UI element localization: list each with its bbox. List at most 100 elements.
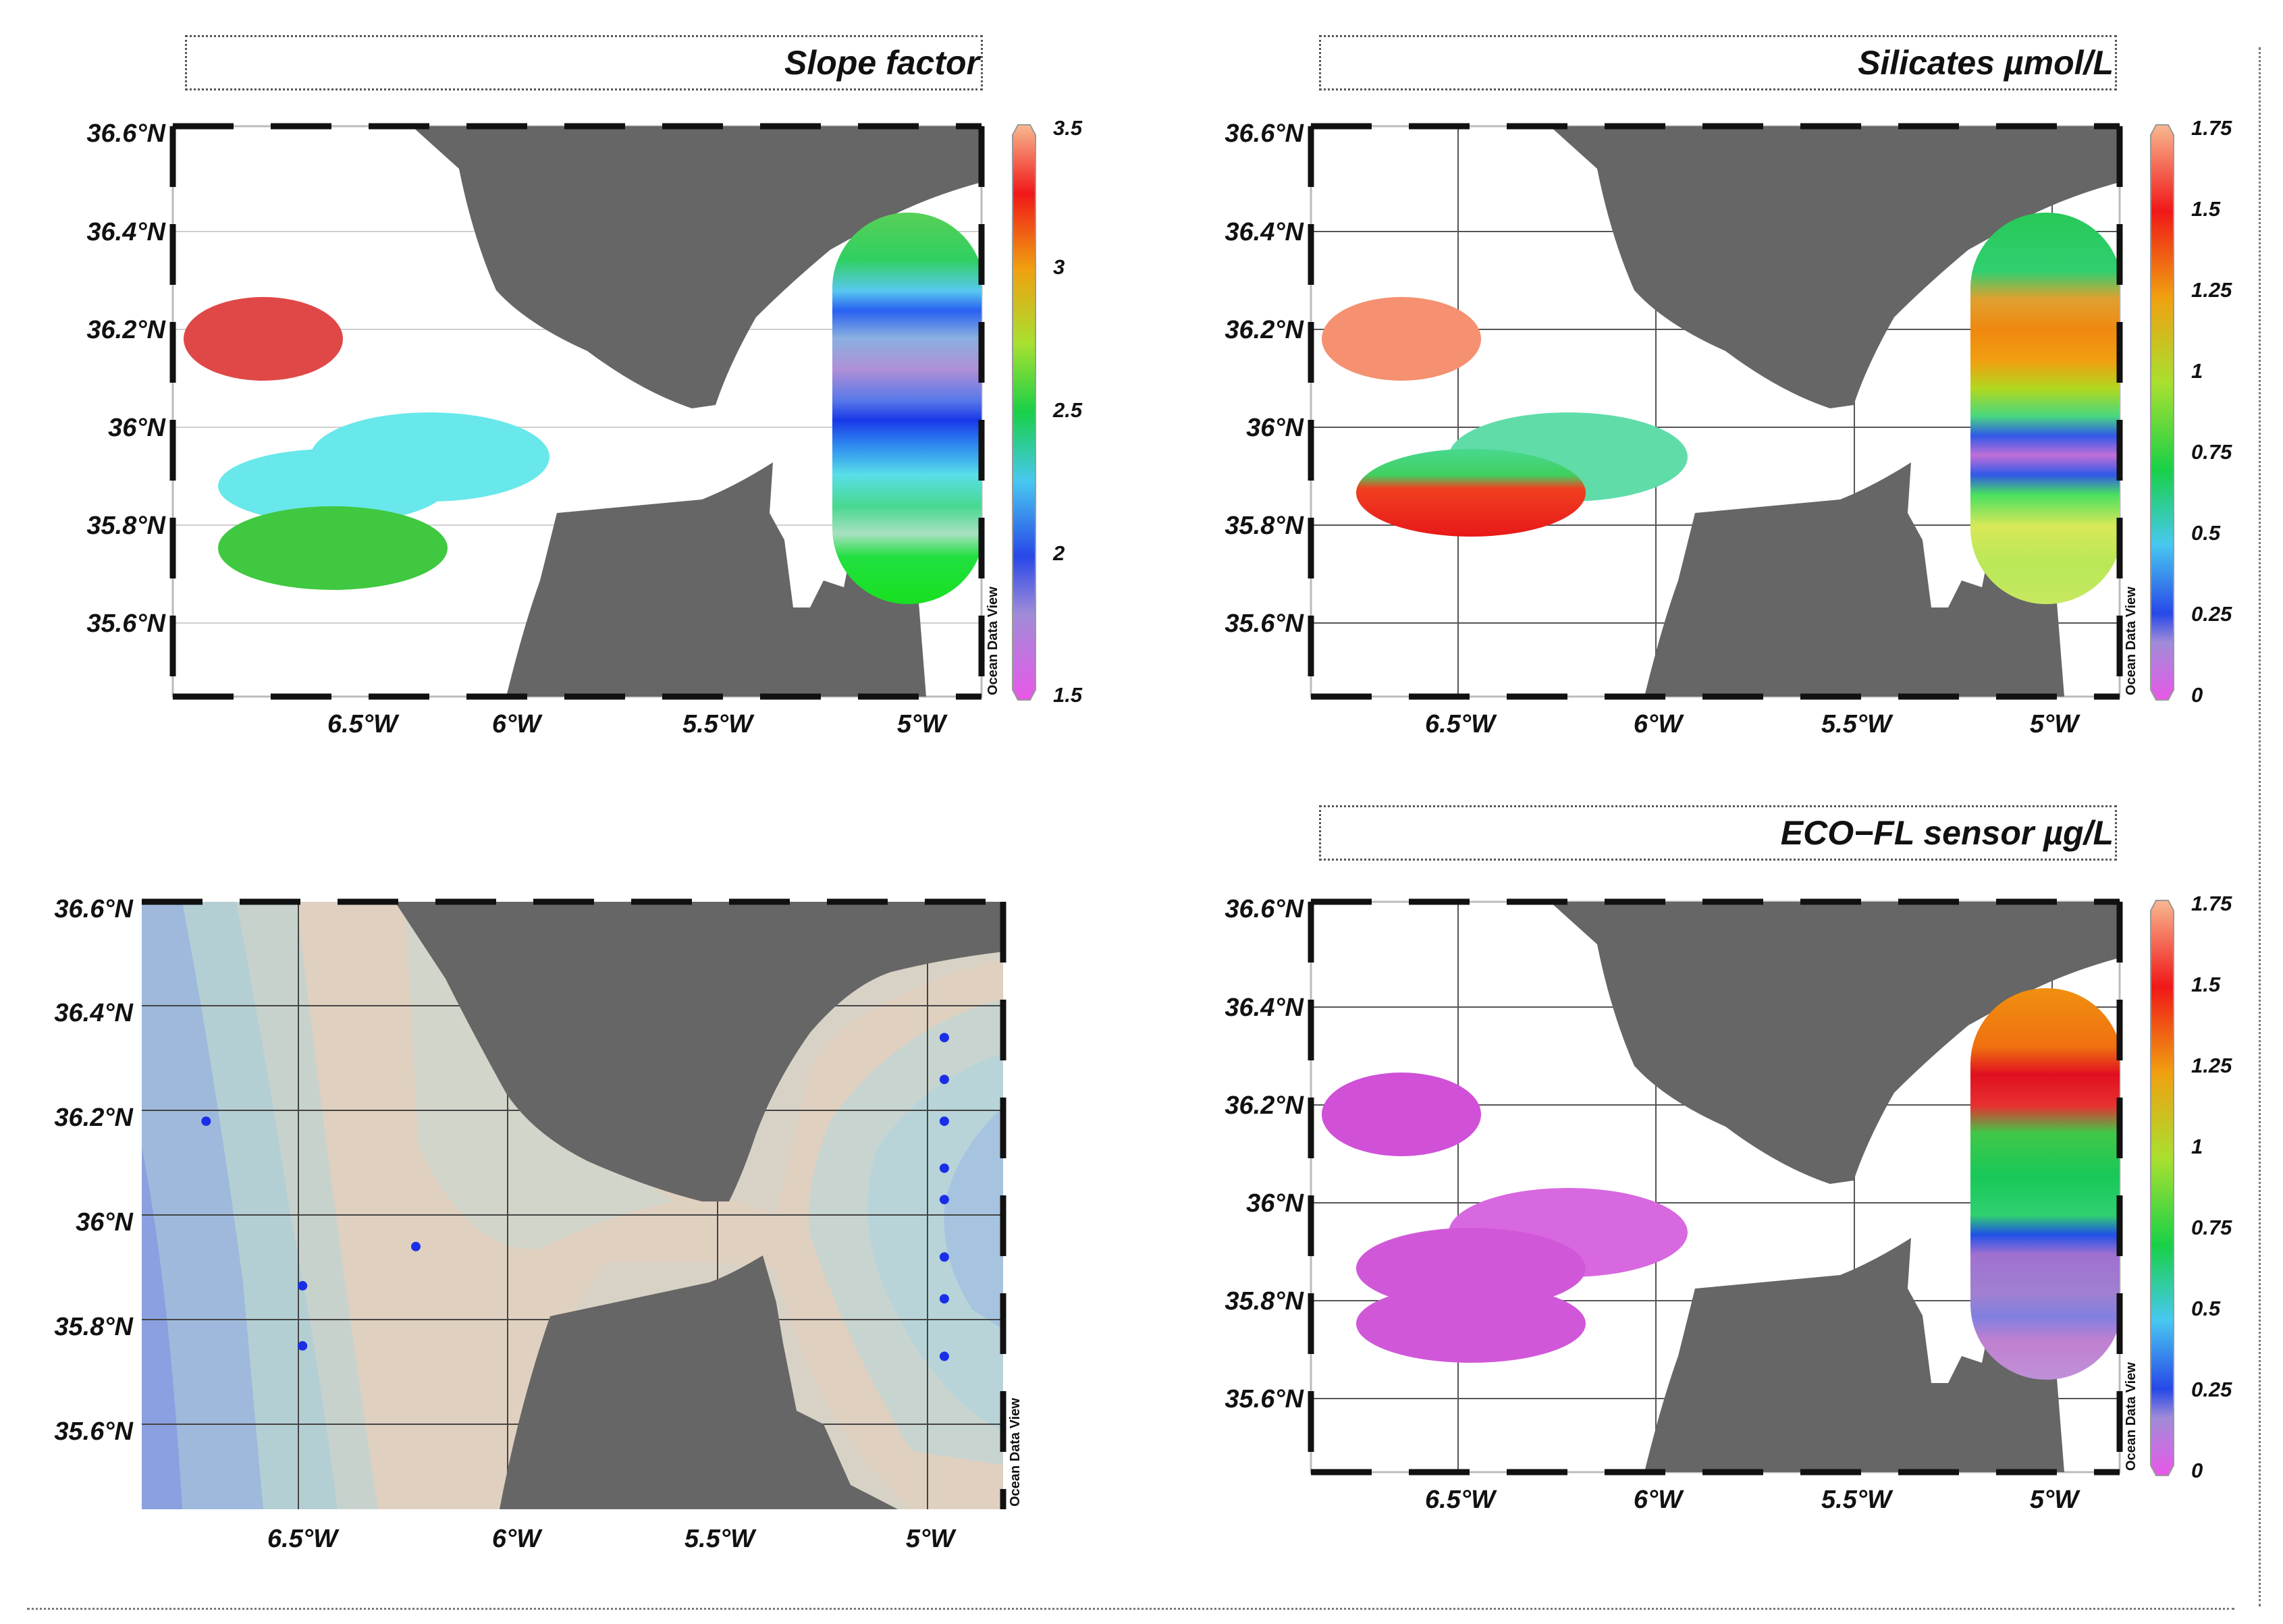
station-marker — [939, 1195, 949, 1205]
silicates-lat-label: 36.2°N — [1225, 316, 1304, 344]
eco-transect — [1970, 988, 2120, 1380]
eco-cb-tick: 1.5 — [2191, 973, 2221, 996]
silicates-cb-tick: 1.25 — [2191, 278, 2232, 302]
silicates-cb-tick: 1 — [2191, 359, 2203, 383]
land-morocco — [1644, 462, 2064, 697]
silicates-lat-label: 35.8°N — [1225, 512, 1304, 540]
land-iberia — [1550, 126, 2120, 408]
bathymetry-lon-label: 6.5°W — [267, 1525, 340, 1553]
silicates-lat-label: 36.4°N — [1225, 218, 1304, 246]
slope-lat-label: 36.4°N — [86, 218, 166, 246]
slope-lon-label: 6°W — [492, 710, 543, 738]
eco-lat-label: 35.8°N — [1225, 1287, 1304, 1316]
silicates-lat-label: 36.6°N — [1225, 119, 1304, 148]
slope-cb-tick: 3 — [1053, 255, 1065, 279]
slope-blob-c — [218, 449, 448, 523]
eco-axis-frame — [1308, 898, 2123, 1476]
slope-panel: 36.6°N 36.4°N 36.2°N 36°N 35.8°N 35.6°N … — [86, 116, 1082, 738]
slope-blob-d — [218, 506, 448, 590]
station-marker — [411, 1241, 421, 1251]
bathymetry-lon-label: 6°W — [492, 1525, 543, 1553]
eco-title: ECO−FL sensor µg/L — [1319, 805, 2117, 861]
slope-lat-label: 35.8°N — [86, 512, 166, 540]
station-marker — [298, 1280, 308, 1291]
eco-blob-a — [1322, 1073, 1481, 1156]
silicates-title-text: Silicates µmol/L — [1858, 44, 2114, 82]
silicates-title: Silicates µmol/L — [1319, 35, 2117, 90]
land-iberia — [1550, 902, 2120, 1184]
bathymetry-lon-label: 5.5°W — [684, 1525, 757, 1553]
land-iberia — [395, 902, 1003, 1201]
silicates-transect — [1970, 213, 2120, 604]
eco-cb-tick: 0.75 — [2191, 1216, 2232, 1239]
depth-band — [142, 1147, 182, 1509]
right-divider — [2259, 47, 2261, 1606]
slope-blob-a — [184, 297, 343, 381]
slope-axis-frame — [169, 123, 985, 700]
silicates-lon-label: 5.5°W — [1821, 710, 1893, 738]
land-morocco — [500, 1255, 898, 1509]
slope-title: Slope factor — [185, 35, 983, 90]
land-iberia — [412, 126, 982, 408]
silicates-panel: 36.6°N 36.4°N 36.2°N 36°N 35.8°N 35.6°N … — [1225, 116, 2232, 738]
slope-title-text: Slope factor — [784, 44, 979, 82]
bathymetry-lat-label: 36.2°N — [54, 1104, 134, 1132]
slope-lat-label: 36.2°N — [86, 316, 166, 344]
depth-band — [142, 902, 263, 1509]
eco-lon-label: 6.5°W — [1425, 1486, 1497, 1514]
eco-blob-d — [1356, 1284, 1586, 1363]
eco-cb-tick: 1 — [2191, 1135, 2203, 1158]
silicates-blob-c — [1356, 449, 1586, 537]
eco-lat-label: 35.6°N — [1225, 1385, 1304, 1413]
land-morocco — [506, 462, 926, 697]
bathymetry-lat-label: 36.6°N — [54, 895, 134, 923]
station-marker — [939, 1252, 949, 1262]
bathymetry-lat-label: 35.8°N — [54, 1313, 134, 1341]
bathymetry-stations — [201, 1033, 949, 1361]
silicates-lon-label: 6°W — [1634, 710, 1684, 738]
bathymetry-lon-label: 5°W — [906, 1525, 957, 1553]
station-marker — [201, 1116, 211, 1127]
silicates-cb-tick: 1.75 — [2191, 116, 2232, 140]
eco-watermark: Ocean Data View — [2124, 1362, 2139, 1471]
depth-band — [944, 1107, 1003, 1330]
slope-colorbar: 3.5 3 2.5 2 1.5 — [1012, 116, 1083, 707]
silicates-colorbar: 1.75 1.5 1.25 1 0.75 0.5 0.25 0 — [2150, 116, 2232, 707]
bottom-divider — [27, 1608, 2234, 1610]
silicates-blob-a — [1322, 297, 1481, 381]
station-marker — [939, 1116, 949, 1127]
bathymetry-lat-label: 36.4°N — [54, 999, 134, 1027]
slope-cb-tick: 2 — [1052, 541, 1065, 565]
silicates-cb-tick: 0.5 — [2191, 521, 2221, 545]
silicates-cb-tick: 0.75 — [2191, 440, 2232, 464]
eco-blob-c — [1356, 1228, 1586, 1309]
eco-cb-tick: 1.25 — [2191, 1054, 2232, 1077]
eco-cb-tick: 0.25 — [2191, 1378, 2232, 1401]
eco-cb-tick: 1.75 — [2191, 892, 2232, 915]
eco-cb-tick: 0 — [2191, 1459, 2203, 1482]
eco-lat-label: 36.2°N — [1225, 1091, 1304, 1120]
silicates-cb-tick: 1.5 — [2191, 197, 2221, 221]
slope-watermark: Ocean Data View — [986, 587, 1000, 695]
eco-title-text: ECO−FL sensor µg/L — [1780, 814, 2114, 852]
silicates-axis-frame — [1308, 123, 2123, 700]
slope-lon-label: 6.5°W — [327, 710, 400, 738]
slope-lat-label: 36.6°N — [86, 119, 166, 148]
silicates-cb-tick: 0.25 — [2191, 602, 2232, 626]
station-marker — [939, 1351, 949, 1361]
silicates-lat-label: 36°N — [1246, 414, 1304, 442]
slope-lon-label: 5°W — [897, 710, 948, 738]
eco-lon-label: 6°W — [1634, 1486, 1684, 1514]
silicates-lon-label: 5°W — [2030, 710, 2080, 738]
slope-lat-label: 35.6°N — [86, 610, 166, 638]
slope-cb-tick: 3.5 — [1053, 116, 1083, 140]
silicates-watermark: Ocean Data View — [2124, 587, 2139, 695]
station-marker — [939, 1294, 949, 1304]
land-morocco — [1644, 1238, 2064, 1472]
station-marker — [298, 1341, 308, 1351]
eco-lat-label: 36.6°N — [1225, 895, 1304, 923]
slope-cb-tick: 1.5 — [1053, 683, 1083, 707]
eco-lat-label: 36°N — [1246, 1189, 1304, 1218]
bathymetry-lat-label: 35.6°N — [54, 1417, 134, 1446]
